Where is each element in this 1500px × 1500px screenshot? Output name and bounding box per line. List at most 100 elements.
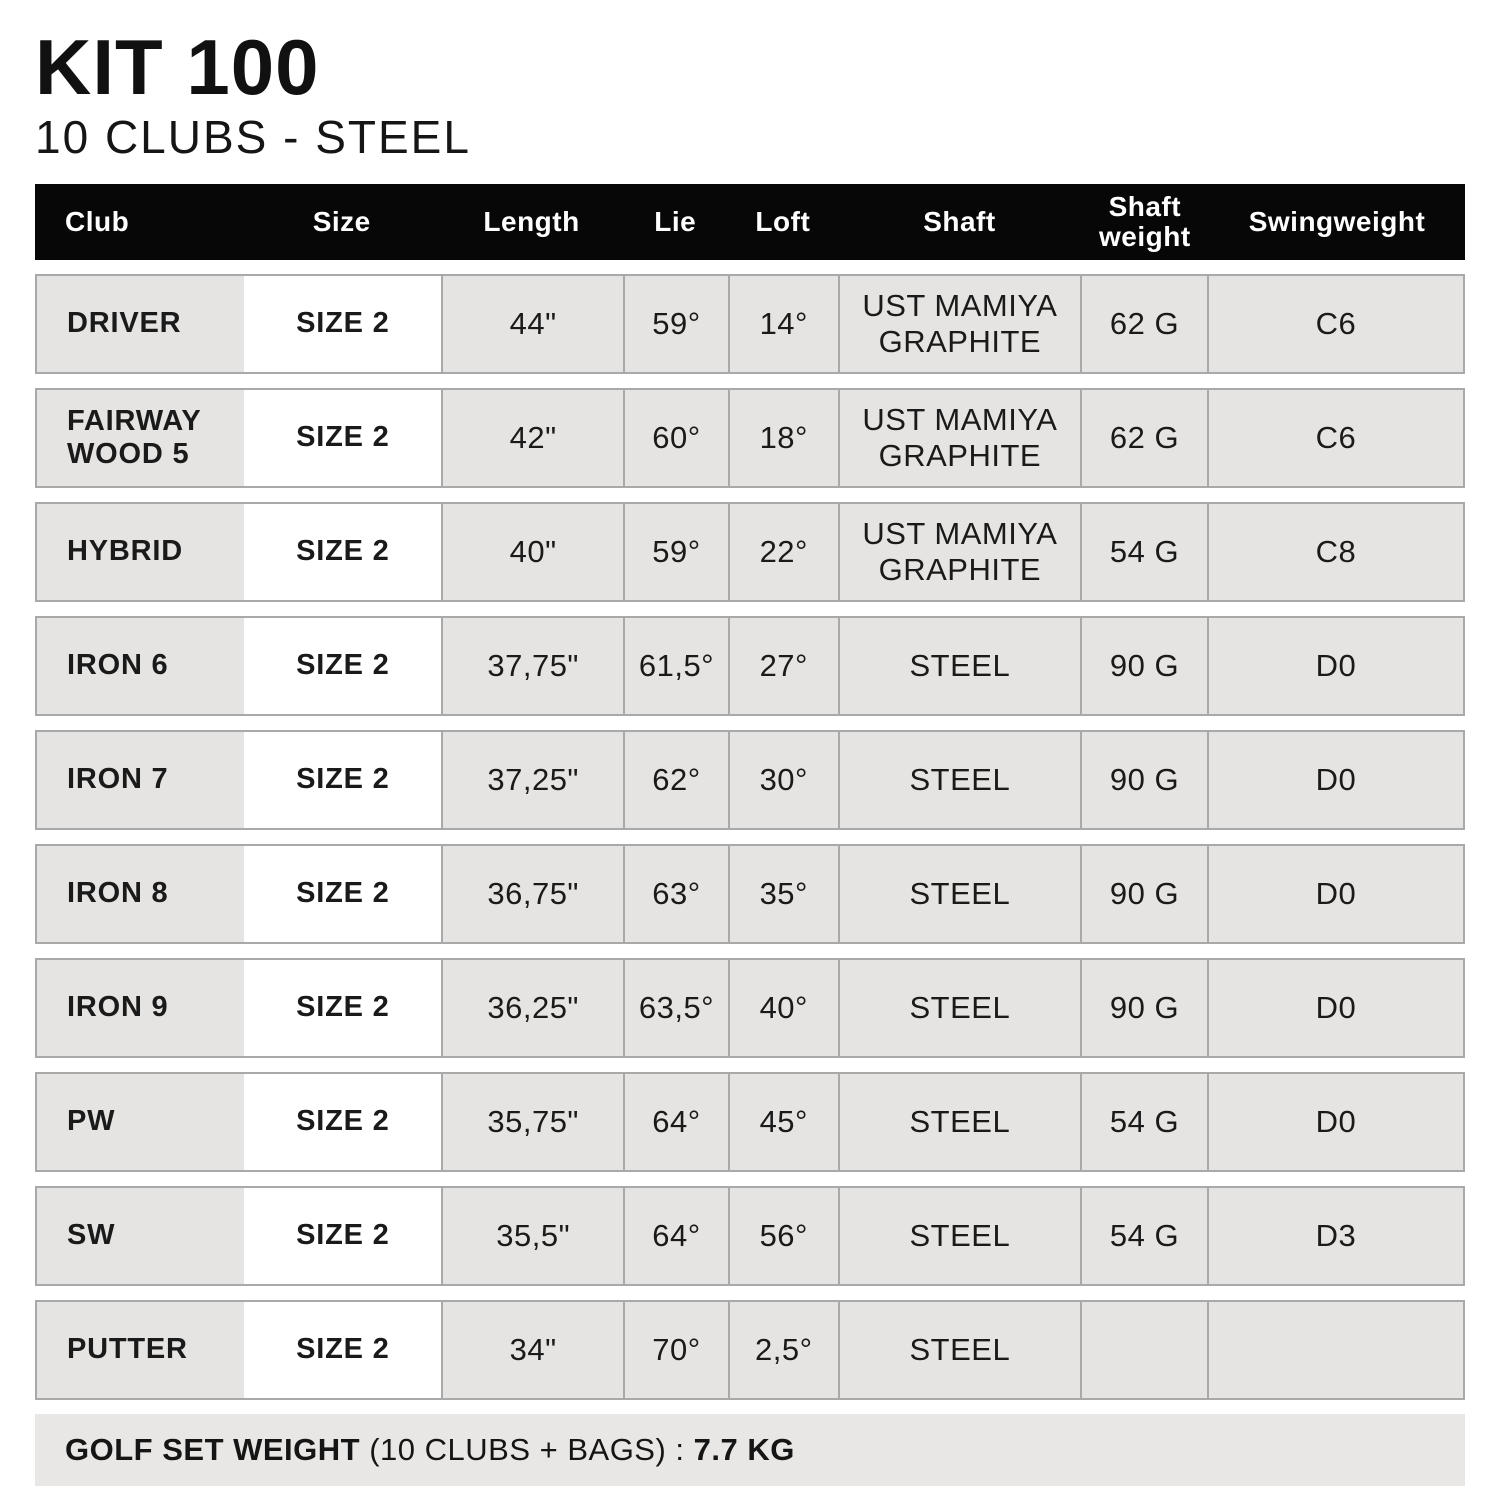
cell-length: 35,75" [441, 1074, 623, 1171]
cell-lie: 59° [623, 276, 728, 373]
cell-shaft-weight: 54 G [1080, 1074, 1207, 1171]
cell-shaft: STEEL [837, 618, 1080, 715]
cell-lie: 70° [623, 1302, 728, 1399]
cell-lie: 62° [623, 732, 728, 829]
cell-swingweight [1206, 1302, 1463, 1399]
cell-swingweight: C6 [1206, 276, 1463, 373]
cell-length: 34" [441, 1302, 623, 1399]
cell-loft: 2,5° [727, 1302, 838, 1399]
cell-shaft-weight [1080, 1302, 1207, 1399]
footer-value: 7.7 KG [693, 1432, 795, 1468]
cell-shaft-weight: 62 G [1080, 390, 1207, 487]
cell-length: 42" [441, 390, 623, 487]
table-row: PUTTER SIZE 2 34" 70° 2,5° STEEL [35, 1300, 1465, 1401]
cell-shaft: STEEL [837, 960, 1080, 1057]
cell-swingweight: D0 [1206, 618, 1463, 715]
table-row: DRIVER SIZE 2 44" 59° 14° UST MAMIYA GRA… [35, 274, 1465, 375]
cell-loft: 45° [727, 1074, 838, 1171]
cell-loft: 56° [727, 1188, 838, 1285]
cell-size: SIZE 2 [244, 1188, 442, 1285]
table-body: DRIVER SIZE 2 44" 59° 14° UST MAMIYA GRA… [35, 274, 1465, 1401]
cell-length: 36,25" [441, 960, 623, 1057]
cell-size: SIZE 2 [244, 1074, 442, 1171]
cell-shaft-weight: 90 G [1080, 732, 1207, 829]
cell-swingweight: D3 [1206, 1188, 1463, 1285]
cell-club: IRON 9 [67, 991, 169, 1024]
cell-loft: 27° [727, 618, 838, 715]
cell-club: HYBRID [67, 535, 183, 568]
table-header: Club Size Length Lie Loft Shaft Shaft we… [35, 184, 1465, 261]
header-cell-size: Size [312, 205, 371, 237]
cell-size: SIZE 2 [244, 618, 442, 715]
table-row: FAIRWAY WOOD 5 SIZE 2 42" 60° 18° UST MA… [35, 388, 1465, 489]
cell-lie: 59° [623, 504, 728, 601]
cell-lie: 63° [623, 846, 728, 943]
cell-club: DRIVER [67, 307, 182, 340]
cell-swingweight: D0 [1206, 732, 1463, 829]
cell-loft: 22° [727, 504, 838, 601]
cell-loft: 35° [727, 846, 838, 943]
table-row: PW SIZE 2 35,75" 64° 45° STEEL 54 G D0 [35, 1072, 1465, 1173]
cell-club: FAIRWAY WOOD 5 [67, 404, 202, 471]
cell-size: SIZE 2 [244, 1302, 442, 1399]
cell-club: PW [67, 1105, 116, 1138]
cell-swingweight: D0 [1206, 846, 1463, 943]
cell-loft: 18° [727, 390, 838, 487]
set-weight-footer: GOLF SET WEIGHT (10 CLUBS + BAGS) : 7.7 … [35, 1414, 1465, 1487]
cell-shaft-weight: 90 G [1080, 960, 1207, 1057]
table-row: HYBRID SIZE 2 40" 59° 22° UST MAMIYA GRA… [35, 502, 1465, 603]
table-row: IRON 8 SIZE 2 36,75" 63° 35° STEEL 90 G … [35, 844, 1465, 945]
cell-shaft-weight: 54 G [1080, 504, 1207, 601]
cell-length: 35,5" [441, 1188, 623, 1285]
cell-size: SIZE 2 [244, 960, 442, 1057]
cell-club: IRON 7 [67, 763, 169, 796]
cell-length: 44" [441, 276, 623, 373]
table-row: IRON 7 SIZE 2 37,25" 62° 30° STEEL 90 G … [35, 730, 1465, 831]
cell-lie: 63,5° [623, 960, 728, 1057]
cell-shaft: STEEL [837, 846, 1080, 943]
page-subtitle: 10 CLUBS - STEEL [35, 111, 471, 164]
cell-shaft: STEEL [837, 1074, 1080, 1171]
cell-size: SIZE 2 [244, 276, 442, 373]
cell-length: 40" [441, 504, 623, 601]
table-row: IRON 6 SIZE 2 37,75" 61,5° 27° STEEL 90 … [35, 616, 1465, 717]
header-cell-loft: Loft [755, 205, 811, 237]
cell-loft: 14° [727, 276, 838, 373]
cell-shaft: UST MAMIYA GRAPHITE [837, 390, 1080, 487]
cell-club: IRON 6 [67, 649, 169, 682]
page-title: KIT 100 [35, 23, 320, 111]
header-cell-swingweight: Swingweight [1248, 205, 1426, 237]
cell-swingweight: D0 [1206, 960, 1463, 1057]
cell-swingweight: C8 [1206, 504, 1463, 601]
cell-shaft-weight: 62 G [1080, 276, 1207, 373]
cell-shaft: UST MAMIYA GRAPHITE [837, 276, 1080, 373]
cell-loft: 40° [727, 960, 838, 1057]
cell-size: SIZE 2 [244, 504, 442, 601]
table-row: SW SIZE 2 35,5" 64° 56° STEEL 54 G D3 [35, 1186, 1465, 1287]
cell-shaft: STEEL [837, 1302, 1080, 1399]
cell-lie: 60° [623, 390, 728, 487]
cell-swingweight: C6 [1206, 390, 1463, 487]
spec-table: Club Size Length Lie Loft Shaft Shaft we… [35, 184, 1465, 1487]
cell-lie: 64° [623, 1188, 728, 1285]
cell-club: SW [67, 1219, 116, 1252]
cell-shaft-weight: 90 G [1080, 618, 1207, 715]
cell-size: SIZE 2 [244, 846, 442, 943]
cell-club: PUTTER [67, 1333, 188, 1366]
header-cell-club: Club [65, 205, 130, 237]
footer-detail: (10 CLUBS + BAGS) : [360, 1432, 694, 1468]
cell-loft: 30° [727, 732, 838, 829]
cell-shaft-weight: 54 G [1080, 1188, 1207, 1285]
header-cell-shaft-weight: Shaft weight [1099, 190, 1191, 253]
cell-shaft: STEEL [837, 732, 1080, 829]
cell-lie: 64° [623, 1074, 728, 1171]
header-cell-lie: Lie [654, 205, 697, 237]
cell-size: SIZE 2 [244, 390, 442, 487]
header-cell-length: Length [483, 205, 580, 237]
footer-label: GOLF SET WEIGHT [65, 1432, 361, 1468]
cell-shaft-weight: 90 G [1080, 846, 1207, 943]
cell-shaft: UST MAMIYA GRAPHITE [837, 504, 1080, 601]
cell-length: 37,75" [441, 618, 623, 715]
header-cell-shaft: Shaft [923, 205, 996, 237]
